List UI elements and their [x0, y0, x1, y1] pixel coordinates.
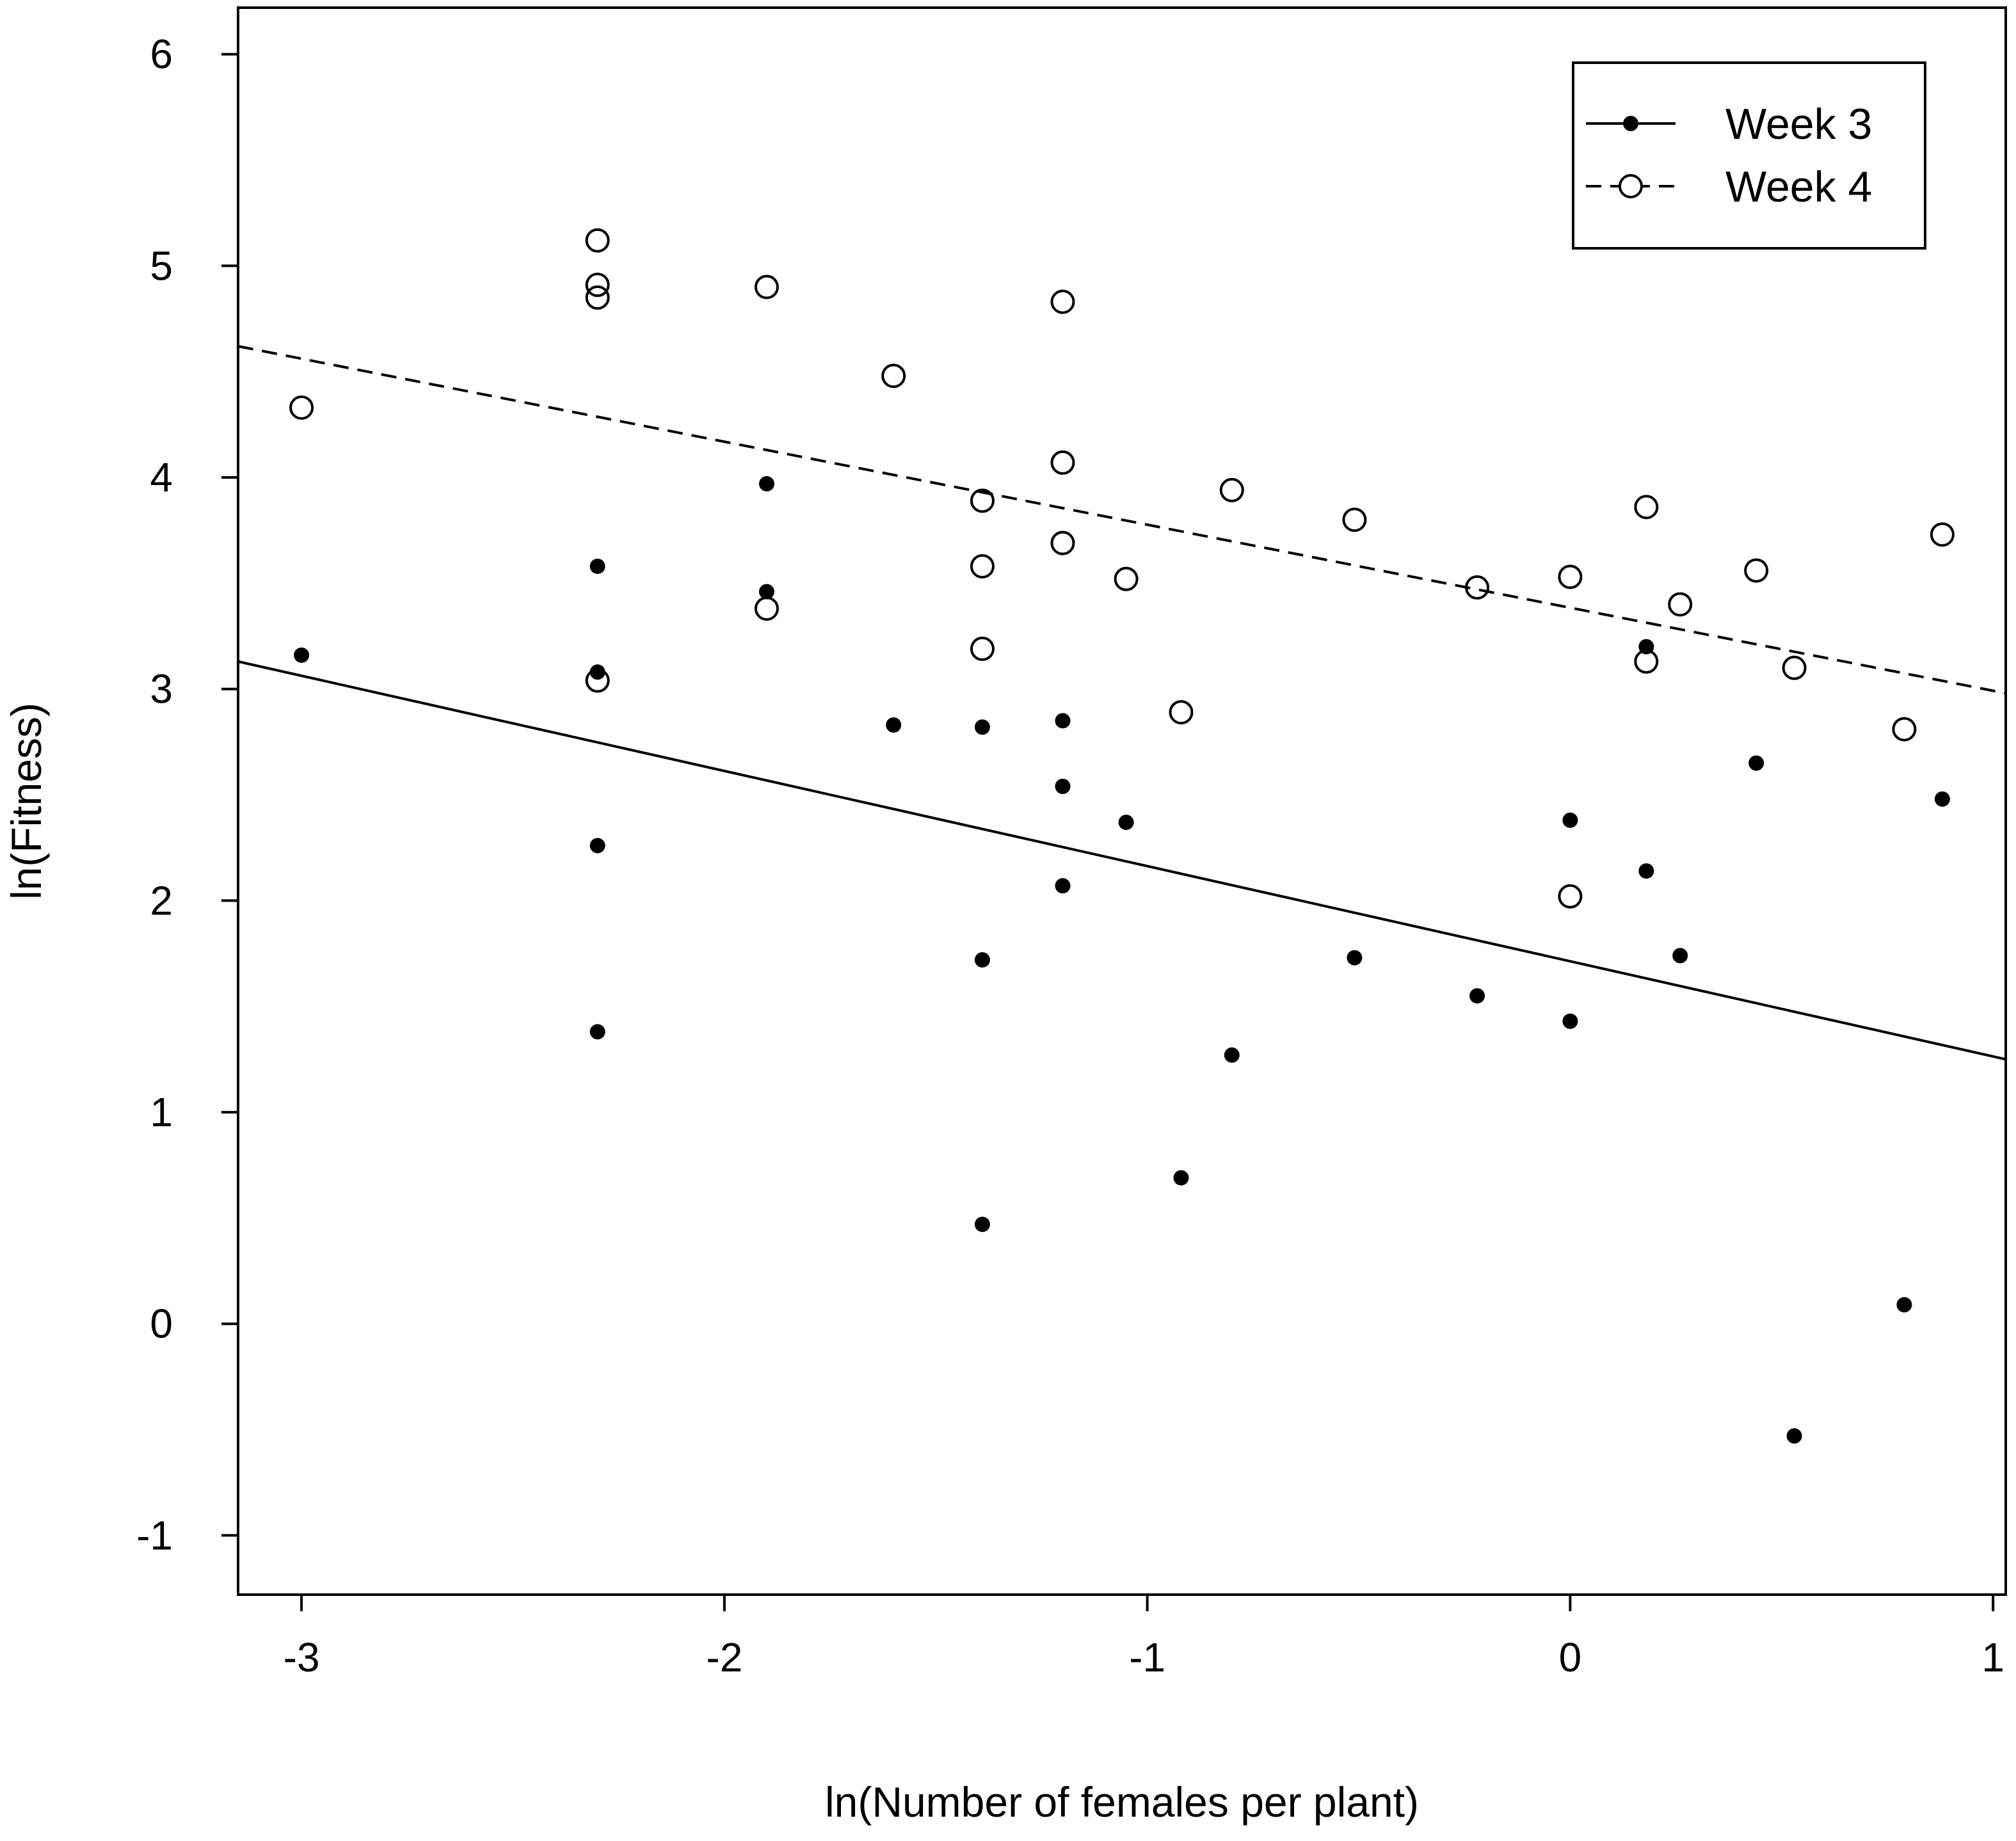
- y-tick-label: 1: [150, 1089, 173, 1135]
- point-week-4: [1744, 558, 1769, 583]
- point-week-3: [1562, 1013, 1578, 1029]
- fit-lines: [237, 345, 2006, 1061]
- point-week-3: [1118, 815, 1134, 831]
- y-tick-label: 2: [150, 877, 173, 923]
- legend-label-week-3: Week 3: [1725, 100, 1872, 148]
- x-axis-title: ln(Number of females per plant): [825, 1778, 1419, 1826]
- point-week-3: [1672, 948, 1688, 964]
- x-tick-label: -3: [284, 1634, 320, 1680]
- point-week-4: [289, 395, 314, 420]
- point-week-4: [1634, 495, 1659, 520]
- point-week-3: [1934, 791, 1950, 807]
- point-week-4: [881, 363, 906, 388]
- point-week-3: [974, 952, 990, 968]
- x-tick-label: 0: [1559, 1634, 1582, 1680]
- point-week-4: [585, 228, 610, 253]
- point-week-4: [1634, 649, 1659, 674]
- point-week-3: [1055, 878, 1071, 894]
- point-week-3: [589, 1024, 605, 1040]
- point-week-3: [1638, 863, 1654, 879]
- point-week-3: [589, 664, 605, 680]
- point-week-4: [1169, 700, 1194, 725]
- x-tick-label: -1: [1129, 1634, 1165, 1680]
- point-week-4: [754, 596, 779, 621]
- point-week-3: [1748, 755, 1764, 771]
- y-axis-title: ln(Fitness): [3, 703, 50, 900]
- x-tick-label: -2: [706, 1634, 742, 1680]
- point-week-3: [589, 838, 605, 854]
- point-week-3: [974, 719, 990, 735]
- point-week-4: [1892, 717, 1917, 742]
- point-week-4: [970, 636, 995, 661]
- point-week-3: [1173, 1170, 1189, 1186]
- point-week-4: [1558, 564, 1583, 589]
- point-week-4: [585, 273, 610, 298]
- point-week-3: [1469, 988, 1485, 1004]
- point-week-4: [585, 668, 610, 693]
- fit-line-week-3: [237, 660, 2006, 1061]
- point-week-4: [1782, 655, 1807, 680]
- fit-line-week-4: [237, 345, 2006, 695]
- y-axis: -1 0 1 2 3 4 5 6: [136, 31, 238, 1558]
- point-week-4: [1050, 450, 1075, 475]
- point-week-3: [589, 558, 605, 574]
- y-tick-label: 5: [150, 243, 173, 289]
- series-week-4: [289, 228, 1955, 909]
- point-week-3: [1786, 1428, 1802, 1444]
- point-week-3: [974, 1216, 990, 1232]
- point-week-4: [1050, 530, 1075, 555]
- point-week-4: [1219, 477, 1244, 502]
- legend-marker-week-3: [1623, 116, 1638, 131]
- y-tick-label: 6: [150, 31, 173, 77]
- point-week-3: [294, 647, 310, 663]
- point-week-3: [758, 476, 774, 491]
- point-week-3: [886, 717, 902, 733]
- series-week-3: [294, 476, 1950, 1444]
- plot-frame: [237, 6, 2007, 1596]
- y-tick-label: 4: [150, 454, 173, 500]
- point-week-4: [970, 488, 995, 513]
- point-week-3: [1055, 713, 1071, 729]
- point-week-3: [758, 584, 774, 600]
- point-week-3: [1347, 950, 1363, 966]
- point-week-4: [1558, 884, 1583, 909]
- y-tick-label: 3: [150, 666, 173, 712]
- point-week-4: [1930, 522, 1955, 547]
- point-week-3: [1562, 812, 1578, 828]
- data-points: [289, 228, 1955, 1444]
- point-week-4: [1050, 289, 1075, 314]
- point-week-3: [1055, 778, 1071, 794]
- point-week-3: [1896, 1296, 1912, 1312]
- point-week-3: [1224, 1047, 1240, 1063]
- y-tick-label: -1: [136, 1512, 173, 1558]
- point-week-4: [754, 275, 779, 299]
- point-week-4: [970, 554, 995, 578]
- point-week-4: [1114, 566, 1139, 591]
- legend-box: [1572, 61, 1926, 250]
- point-week-4: [1668, 592, 1693, 617]
- x-tick-label: 1: [1981, 1634, 2004, 1680]
- legend-marker-week-4: [1619, 174, 1643, 198]
- y-tick-label: 0: [150, 1301, 173, 1347]
- point-week-4: [585, 285, 610, 310]
- legend: Week 3 Week 4: [1572, 61, 1926, 250]
- x-axis: -3 -2 -1 0 1: [284, 1595, 2004, 1680]
- point-week-4: [1342, 507, 1367, 532]
- point-week-4: [1465, 575, 1490, 600]
- legend-label-week-4: Week 4: [1725, 163, 1872, 211]
